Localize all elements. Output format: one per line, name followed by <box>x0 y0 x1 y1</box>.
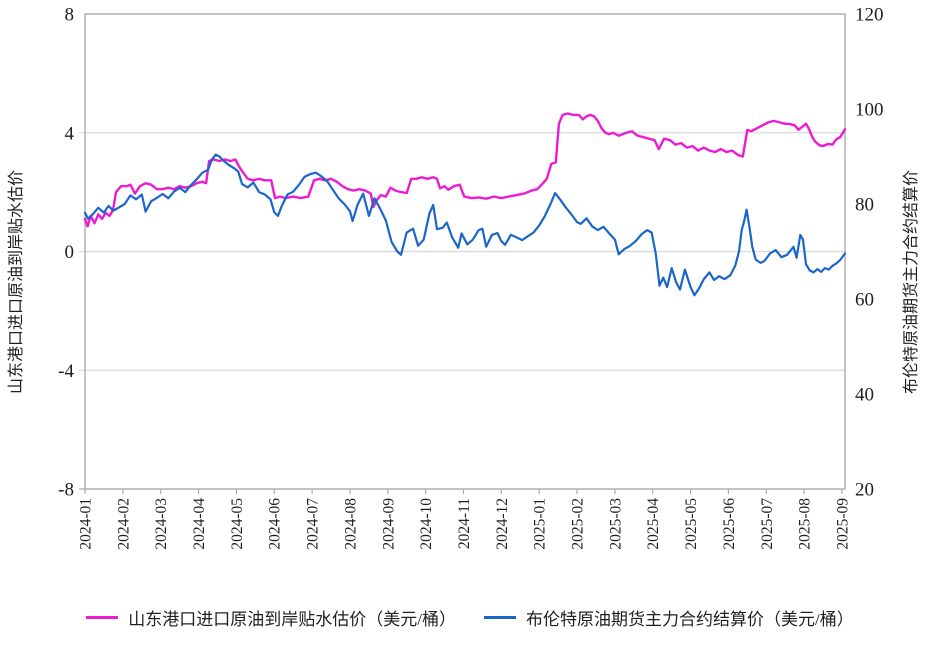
right-axis-title: 布伦特原油期货主力合约结算价 <box>901 170 920 394</box>
right-axis-tick-label: 20 <box>855 480 874 501</box>
left-axis-tick-label: 0 <box>65 242 75 263</box>
x-axis-tick-label: 2024-03 <box>153 498 170 550</box>
chart-legend: 山东港口进口原油到岸贴水估价（美元/桶） 布伦特原油期货主力合约结算价（美元/桶… <box>0 605 940 630</box>
series-line-shandong-discount <box>83 112 847 228</box>
x-axis-tick-label: 2024-06 <box>267 498 284 550</box>
x-axis-tick-label: 2025-06 <box>721 498 738 550</box>
x-axis-tick-label: 2024-11 <box>456 498 473 549</box>
plot-border <box>84 13 846 490</box>
left-axis-tick-label: 4 <box>65 123 75 144</box>
x-axis-tick-label: 2024-09 <box>380 498 397 550</box>
series-line-brent-settlement <box>83 153 847 297</box>
x-axis-tick-label: 2025-08 <box>797 498 814 550</box>
x-axis-tick-label: 2024-08 <box>342 498 359 550</box>
legend-line-swatch-magenta <box>86 616 119 619</box>
x-axis-tick-label: 2024-12 <box>494 498 511 550</box>
x-axis-tick-label: 2024-02 <box>115 498 132 550</box>
x-axis-tick-label: 2025-04 <box>645 498 662 550</box>
left-axis-tick-label: 8 <box>65 5 75 26</box>
x-axis-tick-label: 2024-01 <box>78 498 95 550</box>
x-axis-tick-label: 2025-01 <box>532 498 549 550</box>
x-axis-tick-label: 2025-02 <box>570 498 587 550</box>
legend-item-shandong-discount: 山东港口进口原油到岸贴水估价（美元/桶） <box>86 605 456 630</box>
x-axis-tick-label: 2025-09 <box>834 498 851 550</box>
legend-item-brent-settlement: 布伦特原油期货主力合约结算价（美元/桶） <box>484 605 854 630</box>
right-axis-tick-label: 80 <box>855 195 874 216</box>
legend-line-swatch-blue <box>484 616 516 619</box>
right-axis-tick-label: 100 <box>855 100 884 121</box>
right-axis-tick-label: 40 <box>855 385 874 406</box>
x-axis-tick-label: 2024-07 <box>305 498 322 550</box>
left-axis-tick-label: -4 <box>58 361 74 382</box>
x-axis-tick-label: 2024-10 <box>418 498 435 550</box>
left-axis-tick-label: -8 <box>58 480 74 501</box>
left-axis-title: 山东港口进口原油到岸贴水估价 <box>7 170 25 394</box>
right-axis-tick-label: 60 <box>855 290 874 311</box>
x-axis-tick-label: 2024-04 <box>191 498 208 550</box>
x-axis-tick-label: 2025-03 <box>607 498 624 550</box>
legend-label-shandong-discount: 山东港口进口原油到岸贴水估价（美元/桶） <box>128 610 456 629</box>
x-axis-tick-label: 2025-07 <box>759 498 776 550</box>
right-axis-tick-label: 120 <box>855 5 884 26</box>
x-axis-tick-label: 2025-05 <box>683 498 700 550</box>
x-axis-tick-label: 2024-05 <box>229 498 246 550</box>
legend-label-brent-settlement: 布伦特原油期货主力合约结算价（美元/桶） <box>526 610 854 629</box>
